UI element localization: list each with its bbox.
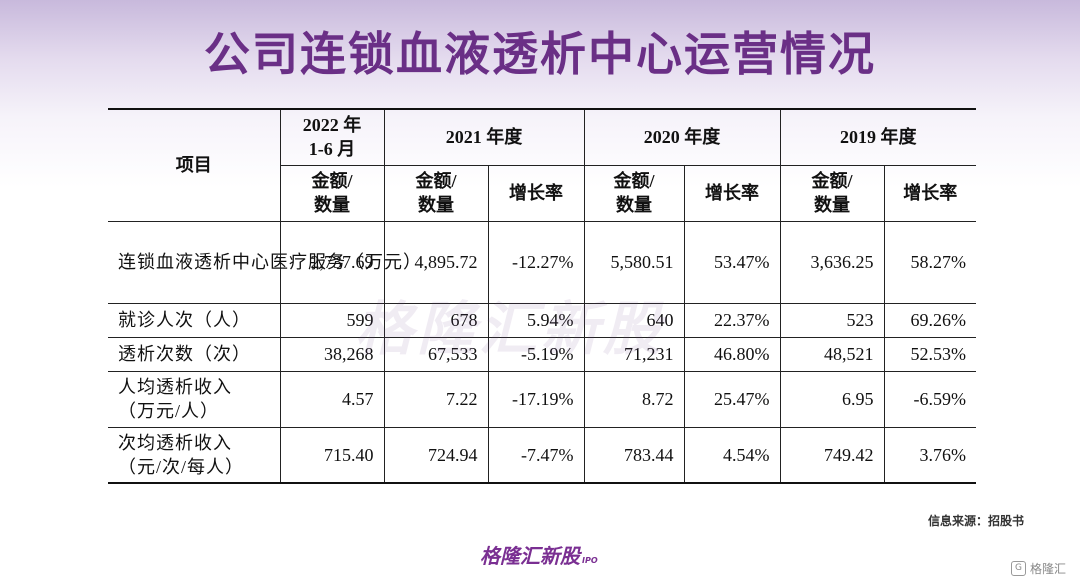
- growth-subheader: 增长率: [883, 164, 976, 222]
- table-row: 透析次数（次） 38,268 67,533 -5.19% 71,231 46.8…: [108, 336, 976, 372]
- table-cell: -5.19%: [487, 336, 585, 372]
- table-cell: -7.47%: [487, 426, 585, 484]
- table-cell: 523: [779, 302, 885, 338]
- operations-table: 项目 2022 年 1-6 月 2021 年度 2020 年度 2019 年度 …: [108, 108, 976, 484]
- table-cell: 640: [583, 302, 685, 338]
- table-cell: -17.19%: [487, 370, 585, 428]
- row-label: 就诊人次（人）: [108, 302, 281, 338]
- table-cell: 4.57: [279, 370, 385, 428]
- table-cell: 22.37%: [683, 302, 781, 338]
- table-cell: 3,636.25: [779, 220, 885, 304]
- table-cell: 599: [279, 302, 385, 338]
- table-row: 连锁血液透析中心医疗服务（万元） 2,737.69 4,895.72 -12.2…: [108, 220, 976, 304]
- table-cell: 2,737.69: [279, 220, 385, 304]
- table-cell: 58.27%: [883, 220, 976, 304]
- table-row: 就诊人次（人） 599 678 5.94% 640 22.37% 523 69.…: [108, 302, 976, 338]
- source-note: 信息来源：招股书: [927, 514, 1024, 528]
- table-row: 次均透析收入 （元/次/每人） 715.40 724.94 -7.47% 783…: [108, 426, 976, 484]
- brand-tag: IPO: [582, 556, 598, 565]
- table-cell: 715.40: [279, 426, 385, 484]
- table-cell: 67,533: [383, 336, 489, 372]
- table-cell: 25.47%: [683, 370, 781, 428]
- period-header: 2021 年度: [383, 108, 585, 166]
- amount-subheader: 金额/ 数量: [779, 164, 885, 222]
- growth-subheader: 增长率: [487, 164, 585, 222]
- logo-icon: G: [1010, 561, 1026, 576]
- amount-subheader: 金额/ 数量: [583, 164, 685, 222]
- row-label: 连锁血液透析中心医疗服务（万元）: [108, 220, 421, 304]
- corner-text: 格隆汇: [1029, 562, 1066, 576]
- table-cell: 71,231: [583, 336, 685, 372]
- table-cell: 4,895.72: [383, 220, 489, 304]
- table-cell: 783.44: [583, 426, 685, 484]
- table-cell: 52.53%: [883, 336, 976, 372]
- table-cell: 53.47%: [683, 220, 781, 304]
- table-cell: -6.59%: [883, 370, 976, 428]
- table-cell: 4.54%: [683, 426, 781, 484]
- page-title: 公司连锁血液透析中心运营情况: [204, 27, 876, 81]
- table-cell: 5,580.51: [583, 220, 685, 304]
- table-cell: -12.27%: [487, 220, 585, 304]
- table-cell: 3.76%: [883, 426, 976, 484]
- table-cell: 69.26%: [883, 302, 976, 338]
- brand-name: 格隆汇新股: [480, 544, 580, 568]
- table-cell: 5.94%: [487, 302, 585, 338]
- table-cell: 46.80%: [683, 336, 781, 372]
- brand-logo: 格隆汇新股 IPO: [480, 540, 598, 569]
- table-cell: 749.42: [779, 426, 885, 484]
- corner-watermark: G 格隆汇: [1010, 560, 1066, 577]
- table-row: 人均透析收入 （万元/人） 4.57 7.22 -17.19% 8.72 25.…: [108, 370, 976, 428]
- table-cell: 678: [383, 302, 489, 338]
- amount-subheader: 金额/ 数量: [280, 164, 385, 222]
- row-label: 透析次数（次）: [108, 336, 281, 372]
- item-header: 项目: [108, 108, 281, 222]
- table-cell: 7.22: [383, 370, 489, 428]
- amount-subheader: 金额/ 数量: [383, 164, 489, 222]
- table-cell: 8.72: [583, 370, 685, 428]
- row-label: 人均透析收入 （万元/人）: [108, 370, 281, 428]
- period-header: 2022 年 1-6 月: [279, 108, 385, 166]
- period-header: 2020 年度: [583, 108, 781, 166]
- table-cell: 48,521: [779, 336, 885, 372]
- growth-subheader: 增长率: [683, 164, 781, 222]
- table-cell: 724.94: [383, 426, 489, 484]
- table-cell: 38,268: [279, 336, 385, 372]
- row-label: 次均透析收入 （元/次/每人）: [108, 426, 281, 484]
- table-cell: 6.95: [779, 370, 885, 428]
- period-header: 2019 年度: [779, 108, 976, 166]
